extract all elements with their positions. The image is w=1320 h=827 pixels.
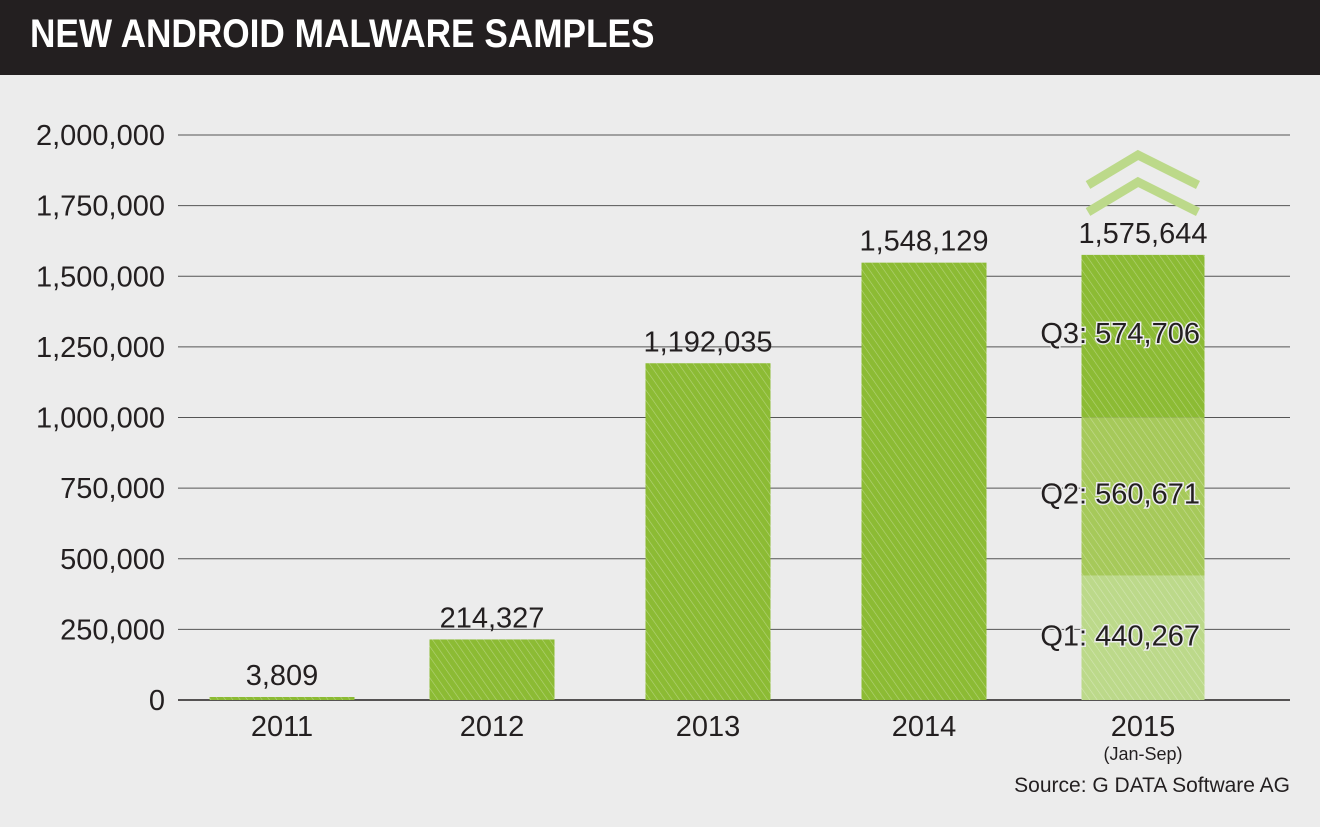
bar-texture <box>1081 417 1205 576</box>
bar-texture <box>861 262 987 700</box>
y-tick-label: 250,000 <box>60 614 165 646</box>
header-bar: NEW ANDROID MALWARE SAMPLES <box>0 0 1320 75</box>
x-tick-label: 2015 <box>1111 711 1176 743</box>
arrow-up-icon <box>1085 176 1201 217</box>
bar-texture <box>1081 575 1205 700</box>
value-label: 214,327 <box>440 602 545 634</box>
bar-chart: 0 250,000 500,000 750,000 1,000,000 1,250,000… <box>36 120 1290 764</box>
y-tick-label: 2,000,000 <box>36 120 165 152</box>
value-label: 1,192,035 <box>643 326 772 358</box>
x-tick-label: 2013 <box>676 711 741 743</box>
y-tick-label: 500,000 <box>60 544 165 576</box>
value-label: 1,575,644 <box>1078 218 1207 250</box>
bar-texture <box>645 363 771 700</box>
y-tick-label: 750,000 <box>60 473 165 505</box>
segment-label-q1: Q1: 440,267 <box>1040 620 1200 652</box>
y-tick-label: 1,750,000 <box>36 191 165 223</box>
bar-texture <box>209 697 355 700</box>
x-tick-label: 2012 <box>460 711 525 743</box>
source-note: Source: G DATA Software AG <box>1014 774 1290 797</box>
arrow-up-icon <box>1085 149 1201 190</box>
bar-texture <box>1081 254 1205 418</box>
y-tick-label: 1,250,000 <box>36 332 165 364</box>
y-tick-label: 1,000,000 <box>36 403 165 435</box>
value-label: 3,809 <box>246 660 319 692</box>
bar-texture <box>429 639 555 700</box>
y-tick-label: 1,500,000 <box>36 261 165 293</box>
x-tick-label: 2014 <box>892 711 957 743</box>
segment-label-q2: Q2: 560,671 <box>1040 478 1200 510</box>
segment-label-q3: Q3: 574,706 <box>1040 318 1200 350</box>
value-label: 1,548,129 <box>859 226 988 258</box>
x-tick-note: (Jan-Sep) <box>1103 744 1182 764</box>
chart-title: NEW ANDROID MALWARE SAMPLES <box>30 12 655 56</box>
x-tick-label: 2011 <box>251 711 313 743</box>
y-tick-label: 0 <box>149 685 165 717</box>
